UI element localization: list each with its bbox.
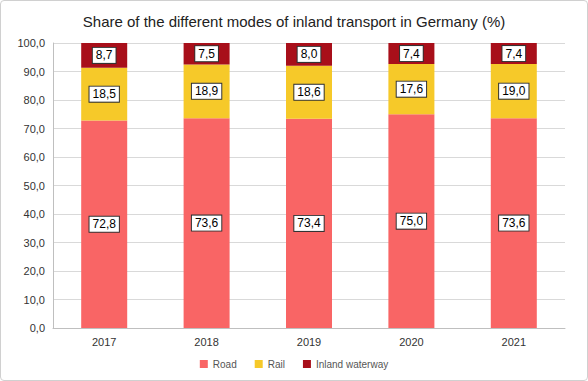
svg-text:Road: Road — [213, 359, 237, 370]
svg-text:8,0: 8,0 — [301, 47, 318, 61]
svg-text:0,0: 0,0 — [30, 322, 45, 334]
svg-text:18,6: 18,6 — [297, 85, 321, 99]
svg-text:7,5: 7,5 — [198, 47, 215, 61]
svg-text:73,4: 73,4 — [297, 216, 321, 230]
svg-text:7,4: 7,4 — [505, 47, 522, 61]
svg-text:2021: 2021 — [502, 336, 526, 348]
svg-text:73,6: 73,6 — [502, 216, 526, 230]
svg-text:8,7: 8,7 — [96, 48, 113, 62]
svg-text:72,8: 72,8 — [93, 217, 117, 231]
svg-text:73,6: 73,6 — [195, 216, 219, 230]
svg-text:90,0: 90,0 — [24, 66, 45, 78]
svg-text:2020: 2020 — [399, 336, 423, 348]
svg-text:19,0: 19,0 — [502, 84, 526, 98]
svg-text:2018: 2018 — [194, 336, 218, 348]
svg-text:40,0: 40,0 — [24, 208, 45, 220]
svg-text:18,5: 18,5 — [93, 87, 117, 101]
svg-text:75,0: 75,0 — [400, 214, 424, 228]
svg-text:Rail: Rail — [268, 359, 285, 370]
svg-text:60,0: 60,0 — [24, 151, 45, 163]
svg-text:17,6: 17,6 — [400, 82, 424, 96]
svg-text:30,0: 30,0 — [24, 237, 45, 249]
svg-text:100,0: 100,0 — [17, 37, 45, 49]
svg-text:70,0: 70,0 — [24, 123, 45, 135]
svg-text:18,9: 18,9 — [195, 84, 219, 98]
svg-text:20,0: 20,0 — [24, 265, 45, 277]
svg-text:10,0: 10,0 — [24, 294, 45, 306]
svg-text:2019: 2019 — [297, 336, 321, 348]
svg-text:7,4: 7,4 — [403, 47, 420, 61]
svg-text:Share of the different modes o: Share of the different modes of inland t… — [83, 13, 505, 30]
svg-text:2017: 2017 — [92, 336, 116, 348]
svg-text:80,0: 80,0 — [24, 94, 45, 106]
svg-text:Inland waterway: Inland waterway — [316, 359, 388, 370]
svg-text:50,0: 50,0 — [24, 180, 45, 192]
